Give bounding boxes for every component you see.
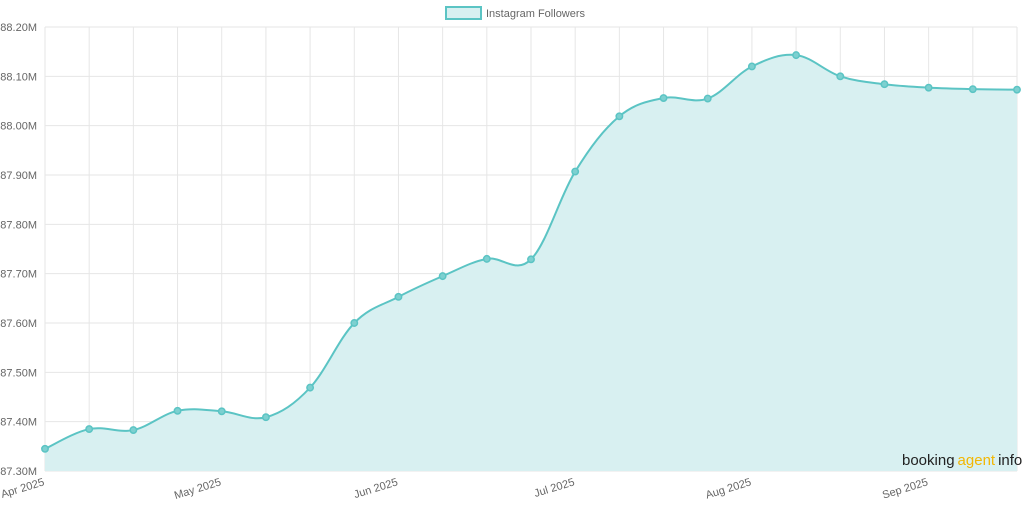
x-tick-label: Aug 2025 [704,476,753,501]
legend[interactable]: Instagram Followers [445,6,586,20]
y-tick-label: 88.00M [0,121,37,133]
y-tick-label: 87.30M [0,466,37,478]
y-tick-label: 87.40M [0,417,37,429]
data-point [261,413,270,422]
data-point [659,94,668,102]
y-tick-label: 87.70M [0,269,37,281]
data-point [968,85,977,94]
y-tick-label: 88.20M [0,22,37,34]
y-tick-label: 87.50M [0,367,37,379]
data-point [571,167,580,176]
x-tick-label: May 2025 [173,476,223,502]
legend-label: Instagram Followers [486,8,586,20]
points-layer [41,51,1021,453]
data-point [217,407,226,416]
y-tick-label: 87.60M [0,318,37,330]
data-point [615,112,624,121]
data-point [41,444,49,453]
watermark-part-agent: agent [958,452,996,469]
data-point [527,255,535,264]
data-point [880,80,889,89]
x-tick-label: Apr 2025 [0,476,46,501]
y-tick-label: 88.10M [0,71,37,83]
data-point [1013,85,1021,94]
data-point [129,426,138,435]
x-tick-label: Jun 2025 [353,476,400,501]
data-point [703,94,712,103]
legend-swatch [445,6,482,20]
data-point [747,62,756,71]
watermark: booking agent info [902,452,1022,469]
data-point [394,292,403,301]
data-point [836,72,845,81]
data-point [85,425,94,434]
y-tick-label: 87.90M [0,170,37,182]
data-point [350,319,359,327]
data-point [306,383,315,392]
data-point [482,254,491,263]
x-tick-label: Sep 2025 [881,476,930,501]
data-point [924,83,933,92]
x-tick-label: Jul 2025 [533,476,576,500]
watermark-part-booking: booking [902,452,955,469]
watermark-part-info: info [998,452,1022,469]
data-point [438,272,447,281]
data-point [792,51,801,60]
data-point [173,406,182,415]
y-tick-label: 87.80M [0,219,37,231]
